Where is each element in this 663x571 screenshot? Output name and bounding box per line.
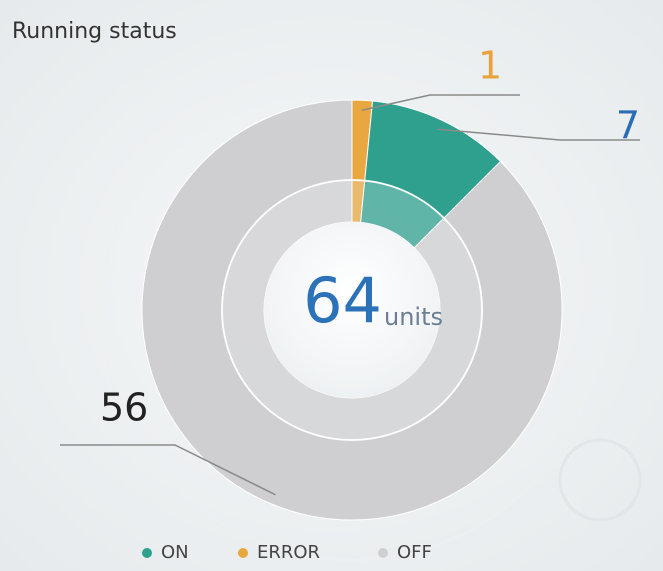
legend: ON ERROR OFF xyxy=(142,542,432,563)
legend-label: ERROR xyxy=(257,542,320,563)
total-unit: units xyxy=(384,303,443,331)
chart-title: Running status xyxy=(12,19,177,44)
data-label: 7 xyxy=(616,104,640,148)
leader-line xyxy=(361,94,520,111)
decoration xyxy=(558,438,642,522)
leader-line xyxy=(437,128,640,141)
data-label: 1 xyxy=(478,44,502,88)
legend-swatch xyxy=(142,548,152,558)
total-value: 64 xyxy=(303,264,382,337)
donut xyxy=(141,99,563,521)
legend-label: OFF xyxy=(397,542,432,563)
decoration xyxy=(101,59,603,561)
data-label: 56 xyxy=(100,386,148,430)
legend-swatch xyxy=(238,548,248,558)
donut-hole xyxy=(264,222,440,398)
leader-line xyxy=(60,444,276,496)
legend-label: ON xyxy=(161,542,189,563)
ring-divider xyxy=(221,179,483,441)
legend-swatch xyxy=(378,548,388,558)
